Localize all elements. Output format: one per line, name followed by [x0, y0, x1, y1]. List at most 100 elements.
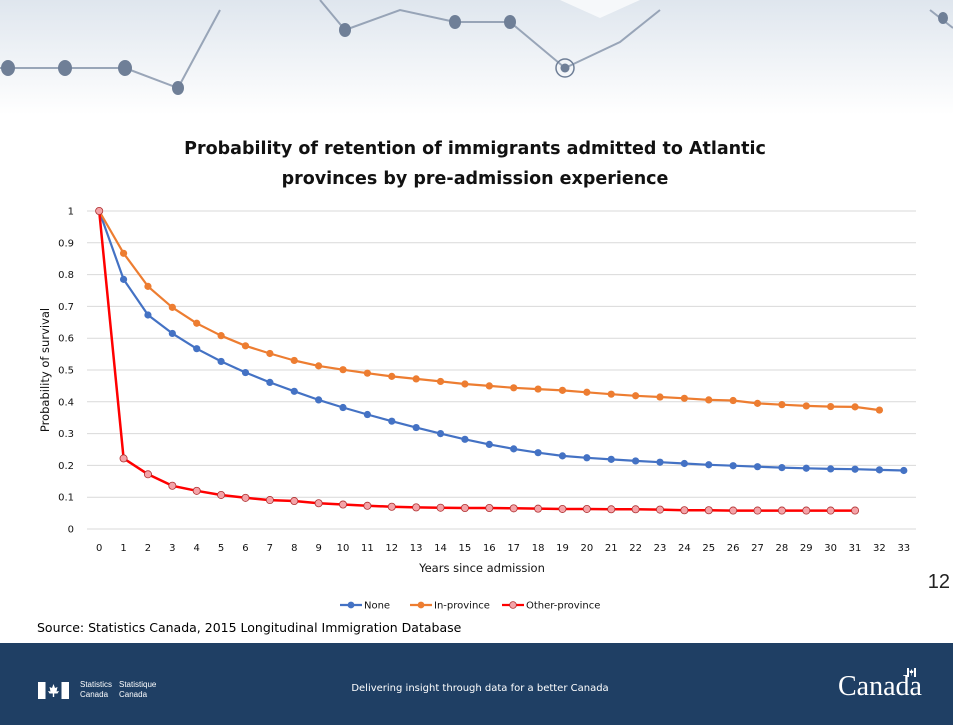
data-point — [412, 375, 420, 383]
x-tick-label: 2 — [145, 543, 151, 554]
legend-swatch-marker — [417, 601, 425, 609]
data-point — [290, 497, 299, 506]
data-point — [241, 368, 250, 377]
x-tick-label: 32 — [873, 543, 886, 554]
x-tick-label: 8 — [291, 543, 297, 554]
data-point — [265, 496, 274, 505]
data-point — [510, 384, 518, 392]
x-tick-label: 33 — [897, 543, 910, 554]
data-point — [217, 490, 226, 499]
data-point — [363, 410, 371, 419]
data-point — [436, 377, 445, 386]
data-point — [119, 249, 128, 257]
x-tick-label: 25 — [702, 543, 715, 554]
data-point — [778, 401, 786, 409]
data-point — [705, 461, 713, 469]
data-point — [632, 457, 640, 465]
data-point — [95, 206, 104, 215]
data-point — [119, 275, 128, 283]
data-point — [582, 504, 591, 513]
data-point — [168, 481, 177, 490]
data-point — [680, 394, 688, 402]
wordmark-flag-icon — [907, 668, 916, 677]
data-point — [729, 396, 737, 405]
data-point — [412, 423, 420, 432]
data-point — [875, 406, 884, 414]
data-point — [851, 506, 860, 515]
data-point — [875, 466, 884, 474]
x-tick-label: 6 — [242, 543, 248, 554]
x-tick-label: 10 — [337, 543, 350, 554]
data-point — [314, 499, 323, 508]
data-point — [266, 349, 274, 358]
data-point — [802, 402, 810, 410]
series-line-in-province — [98, 210, 880, 412]
data-point — [290, 356, 298, 365]
y-tick-label: 0.4 — [58, 397, 74, 408]
data-point — [315, 362, 323, 370]
x-tick-label: 17 — [507, 543, 520, 554]
y-tick-label: 0.9 — [58, 238, 74, 249]
data-point — [388, 372, 396, 380]
y-axis-tick-labels: 0 0.1 0.2 0.3 0.4 0.5 0.6 0.7 0.8 0.9 1 — [58, 207, 74, 536]
data-point — [144, 282, 152, 290]
data-point — [680, 506, 689, 515]
data-point — [436, 503, 445, 512]
data-point — [534, 449, 542, 457]
x-axis-label: Years since admission — [418, 561, 545, 575]
data-point — [705, 396, 713, 404]
x-tick-label: 9 — [315, 543, 321, 554]
x-tick-label: 21 — [605, 543, 618, 554]
data-point — [193, 319, 201, 327]
statistique-canada-signature: Statistique Canada — [119, 680, 159, 699]
y-tick-label: 0.8 — [58, 270, 74, 281]
y-tick-label: 0.3 — [58, 429, 74, 440]
x-tick-label: 28 — [776, 543, 789, 554]
data-point — [753, 399, 762, 407]
data-point — [607, 390, 615, 398]
data-point — [387, 502, 396, 511]
data-point — [729, 462, 737, 470]
data-point — [485, 382, 493, 390]
statistics-canada-signature: Statistics Canada — [80, 680, 120, 699]
data-point — [778, 464, 786, 472]
data-point — [851, 465, 859, 473]
data-point — [558, 504, 567, 513]
y-tick-label: 1 — [68, 207, 74, 218]
data-point — [510, 445, 518, 453]
x-tick-label: 29 — [800, 543, 813, 554]
legend-label: Other-province — [526, 601, 600, 612]
x-tick-label: 20 — [580, 543, 593, 554]
signature-fr-line-2: Canada — [119, 689, 148, 699]
page-number: 12 — [927, 571, 950, 593]
footer-tagline: Delivering insight through data for a be… — [351, 683, 609, 694]
legend-item: None — [340, 601, 390, 612]
y-tick-label: 0.7 — [58, 302, 74, 313]
data-point — [339, 500, 348, 509]
series-points — [95, 206, 908, 515]
legend-swatch-marker — [347, 601, 355, 609]
data-point — [900, 466, 908, 475]
data-point — [632, 392, 640, 400]
x-tick-label: 15 — [459, 543, 472, 554]
data-point — [192, 486, 201, 495]
y-tick-label: 0 — [68, 525, 74, 536]
signature-fr-line-1: Statistique — [119, 680, 157, 689]
x-tick-label: 19 — [556, 543, 569, 554]
legend-swatch-marker — [509, 601, 517, 609]
data-point — [827, 465, 835, 473]
x-tick-label: 26 — [727, 543, 740, 554]
signature-en-line-1: Statistics — [80, 680, 113, 689]
data-point — [241, 493, 250, 502]
legend-label: In-province — [434, 601, 490, 612]
y-axis-label: Probability of survival — [38, 308, 52, 432]
x-tick-label: 0 — [96, 543, 102, 554]
data-point — [656, 458, 664, 466]
x-tick-label: 24 — [678, 543, 691, 554]
data-point — [363, 501, 372, 510]
data-point — [607, 455, 615, 463]
y-tick-label: 0.5 — [58, 366, 74, 377]
data-point — [290, 387, 298, 395]
data-point — [631, 505, 640, 514]
x-tick-label: 14 — [434, 543, 447, 554]
